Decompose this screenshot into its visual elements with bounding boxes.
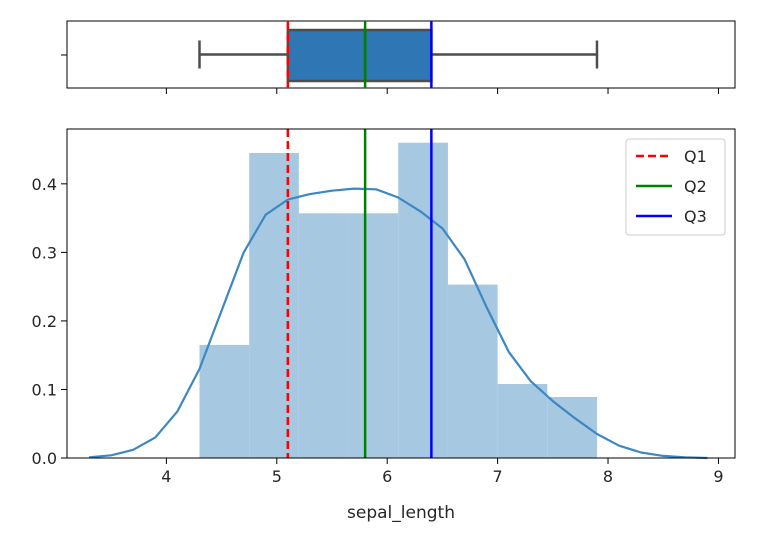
x-tick-label: 4 xyxy=(161,467,171,486)
histogram-frame xyxy=(66,128,736,459)
y-axis-ticks: 0.0 0.1 0.2 0.3 0.4 xyxy=(32,175,67,468)
legend: Q1 Q2 Q3 xyxy=(625,138,726,236)
x-axis-ticks: 4 5 6 7 8 9 xyxy=(161,458,724,486)
legend-label-q1: Q1 xyxy=(684,147,707,166)
x-axis-label: sepal_length xyxy=(347,503,455,523)
boxplot-x-ticks xyxy=(165,88,719,94)
histogram-bar xyxy=(298,213,349,458)
x-tick-label: 7 xyxy=(493,467,503,486)
quartile-lines xyxy=(286,129,433,458)
histogram-bar xyxy=(249,152,299,459)
y-tick-label: 0.4 xyxy=(32,175,57,194)
boxplot-panel xyxy=(61,20,736,94)
y-tick-label: 0.3 xyxy=(32,243,57,262)
x-tick-label: 9 xyxy=(713,467,723,486)
x-tick-label: 6 xyxy=(382,467,392,486)
histogram-bars xyxy=(199,142,597,459)
histogram-bar xyxy=(447,284,498,458)
histogram-panel: 4 5 6 7 8 9 0.0 0.1 0.2 0.3 0.4 sepal_length Q1 Q2… xyxy=(32,128,736,523)
x-tick-label: 8 xyxy=(603,467,613,486)
y-tick-label: 0.0 xyxy=(32,449,57,468)
kde-line xyxy=(89,187,708,460)
y-tick-label: 0.1 xyxy=(32,380,57,399)
histogram-bar xyxy=(398,142,448,459)
histogram-bar xyxy=(348,213,399,458)
y-tick-label: 0.2 xyxy=(32,312,57,331)
iqr-box xyxy=(286,28,433,83)
x-tick-label: 5 xyxy=(272,467,282,486)
legend-label-q2: Q2 xyxy=(684,177,707,196)
legend-label-q3: Q3 xyxy=(684,207,707,226)
boxplot-marks xyxy=(198,21,599,88)
histogram-bar xyxy=(497,383,548,458)
histogram-bar xyxy=(199,344,250,458)
legend-box xyxy=(625,138,726,236)
